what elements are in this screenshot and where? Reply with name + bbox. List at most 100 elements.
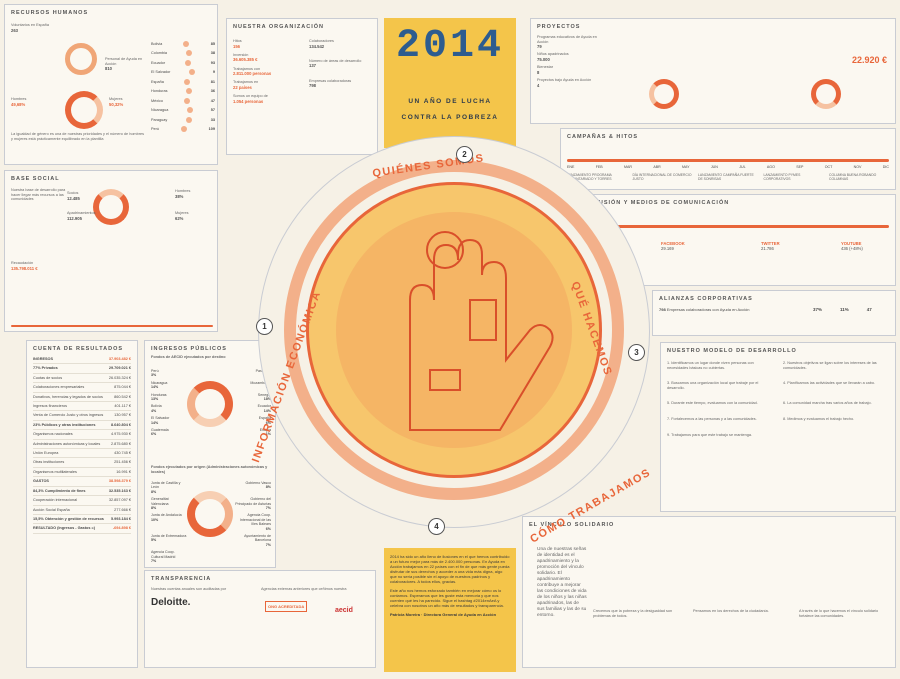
personal-block: Personal de Ayuda en Acción 810 [105,57,145,71]
country-dot [184,78,191,85]
section-title: RECURSOS HUMANOS [11,10,89,16]
section-title: ALIANZAS CORPORATIVAS [659,296,753,302]
country-dot [184,59,191,66]
origen-item: Gobierno Vasco 8% [235,481,271,494]
cuenta-row-value: 251.456 € [114,460,131,465]
base-desc: Nuestra base de desarrollo para hacer ll… [11,188,66,202]
origen-item: Ayuntamiento de Barcelona 7% [235,534,271,547]
base-hombres-block: Hombres 38% [175,189,190,199]
gastos-row-label: Acción Social España [33,507,70,512]
panel-ingresos-publicos: INGRESOS PÚBLICOS Fondos de AECID ejecut… [144,340,276,568]
alianzas-empresas: 798 [659,307,666,312]
org-item-value: 137 [309,63,316,69]
country-name: Paraguay [151,117,168,122]
letter-firma: Patricia Moreira · Directora General de … [390,612,497,617]
origen-item-value: 8% [265,485,271,490]
country-value: 93 [210,60,215,65]
country-row: Nicaragua 57 [151,106,215,116]
personal-value: 810 [105,66,112,72]
proyecto-value: 79 [537,44,542,50]
origen-item-value: 7% [265,506,271,511]
campanas-months: ENE FEB MAR ABR MAY JUN JUL AGO SEP OCT NOV DIC [567,165,889,169]
country-dot [183,40,190,47]
campana-event: LANZAMIENTO PROGRAMA VOLUNTARIADO Y TORR… [567,173,612,181]
gastos-row-value: 32.857.097 € [108,498,131,503]
destino-item: El Salvador 14% [151,416,187,425]
month-label: MAY [682,165,690,169]
letter-p1: 2014 ha sido un año lleno de ilusiones e… [390,554,510,584]
cuenta-row: Organismos nacionales 4.975.930 € [33,430,131,440]
apadrinados-block: Apadrinamientos 112.905 [67,211,96,221]
alianzas-info: 798 Empresas colaboradoras con Ayuda en … [659,307,749,312]
origen-item-value: 5% [151,538,157,543]
country-value: 85 [210,41,215,46]
cuenta-row-value: 401.117 € [114,404,131,409]
destino-item-name: Perú [151,369,159,373]
section-title: CAMPAÑAS & HITOS [567,134,639,140]
origen-item-value: 8% [151,506,157,511]
base-mujeres-value: 62% [175,215,184,221]
destino-item-value: 1% [265,432,271,437]
country-dot [180,126,187,133]
wheel-center-inner [336,212,572,448]
voluntarios-label: Voluntarios en España [11,23,49,27]
cuenta-row-value: 4.975.930 € [110,432,131,437]
cuenta-row-label: Organismos multilaterales [33,469,77,474]
panel-vinculo: EL VÍNCULO SOLIDARIO Una de nuestras señ… [522,516,896,668]
destino-item-value: 14% [151,385,159,390]
origen-item-name: Generalitat Valenciana [151,497,169,506]
org-right-list: Colaboradores 134.542 Número de áreas de d… [309,39,375,98]
cuenta-row-value: 2.875.680 € [110,441,131,446]
proyecto-label: Bienestar [537,65,554,70]
twitter-seguidores: 21.786 [761,246,774,252]
panel-campanas: CAMPAÑAS & HITOS ENE FEB MAR ABR MAY JUN JUL AG… [560,128,896,190]
section-title: INGRESOS PÚBLICOS [151,346,227,352]
cuenta-row: Cuotas de socios 26.035.324 € [33,374,131,384]
deloitte-logo: Deloitte. [151,597,191,608]
cuenta-row-value: 16.991 € [116,469,131,474]
proyecto-item: Proyectos bajo Ayuda en Acción 4 [537,78,597,88]
base-bar [11,325,213,327]
destino-item-name: Ecuador [257,404,271,409]
youtube-block: YOUTUBE 436 (+48%) [841,241,863,251]
cuenta-row: 23% Públicos y otras instituciones 8.640.… [33,421,131,431]
modelo-step: 6. La comunidad marcha tras varios años … [783,401,872,406]
org-item-label: Hitos [233,39,242,43]
org-item: Trabajamos con 2.811.000 personas [233,67,303,77]
country-name: Perú [151,127,160,132]
month-label: SEP [796,165,804,169]
ingresos-sub2: Fondos ejecutados por origen (Administra… [151,465,268,474]
destino-item: Nicaragua 14% [151,381,187,390]
facebook-label: FACEBOOK [661,241,685,246]
gastos-row-value: 32.535.163 € [108,488,131,493]
destinos-list: Perú3%Paraguay8%Nicaragua14%Mozambique9%… [151,369,271,440]
destino-item-name: El Salvador [151,416,170,421]
base-mujeres-label: Mujeres [175,211,189,215]
panel-alianzas: ALIANZAS CORPORATIVAS 798 Empresas colab… [652,290,896,336]
cuenta-row-label: Administraciones autonómicas y locales [33,441,101,446]
ingresos-row: INGRESOS 37.903.482 € [33,355,131,365]
campanas-timeline [567,159,889,162]
aecid-logo: aecid [335,607,353,614]
youtube-videos: 436 (+48%) [841,246,863,252]
panel-cuenta: CUENTA DE RESULTADOS INGRESOS 37.903.482… [26,340,138,668]
org-item-value: 798 [309,83,316,89]
hombres-block: Hombres 49,68% [11,97,26,107]
socios-label: Socios [67,191,79,195]
proyecto-label: Niños apadrinados [537,52,569,57]
gastos-row-value: 5.993.184 € [110,516,131,521]
cuenta-row: Organismos multilaterales 16.991 € [33,468,131,478]
cuenta-row-value: 875.044 € [114,385,131,390]
badge-4: 4 [428,518,445,535]
gastos-rows: 84,3% Cumplimiento de fines 32.535.163 € C… [27,487,137,525]
country-value: 81 [210,79,215,84]
mujeres-value: 50,32% [109,101,124,107]
country-dot [186,116,193,123]
country-name: Honduras [151,89,168,94]
modelo-step: 8. Medimos y evaluamos el trabajo hecho. [783,416,855,421]
country-value: 109 [208,127,215,132]
cuenta-row: Unión Europea 430.745 € [33,449,131,459]
proyecto-value: 8 [537,69,540,75]
origen-item: Generalitat Valenciana 8% [151,497,187,510]
origen-item-value: 7% [265,542,271,547]
